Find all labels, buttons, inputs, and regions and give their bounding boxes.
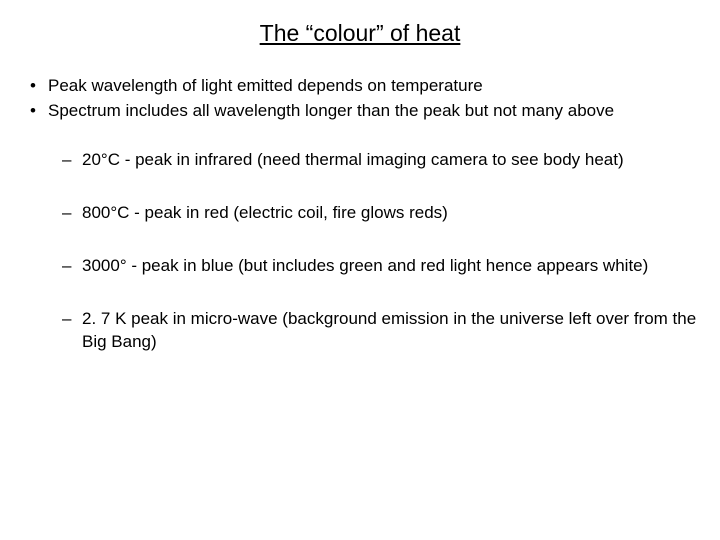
- bullet-list-level1: Peak wavelength of light emitted depends…: [18, 75, 702, 123]
- bullet-sub-item: 20°C - peak in infrared (need thermal im…: [62, 149, 702, 172]
- slide-title: The “colour” of heat: [18, 20, 702, 47]
- bullet-list-level2: 20°C - peak in infrared (need thermal im…: [18, 149, 702, 354]
- bullet-sub-item: 2. 7 K peak in micro-wave (background em…: [62, 308, 702, 354]
- bullet-sub-item: 3000° - peak in blue (but includes green…: [62, 255, 702, 278]
- bullet-sub-item: 800°C - peak in red (electric coil, fire…: [62, 202, 702, 225]
- slide: The “colour” of heat Peak wavelength of …: [0, 0, 720, 540]
- bullet-item: Spectrum includes all wavelength longer …: [30, 100, 702, 123]
- bullet-item: Peak wavelength of light emitted depends…: [30, 75, 702, 98]
